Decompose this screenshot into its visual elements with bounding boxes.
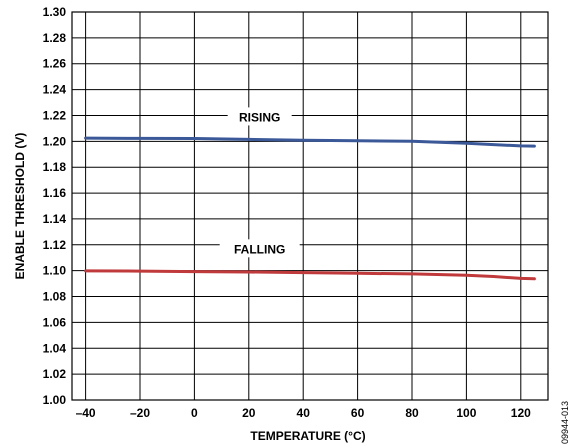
- y-tick-label: 1.10: [43, 264, 67, 278]
- series-lines: [84, 136, 536, 281]
- series-line-falling: [84, 269, 536, 281]
- x-axis-label: TEMPERATURE (°C): [250, 429, 365, 443]
- series-label-bg-falling: [219, 239, 300, 258]
- y-tick-label: 1.02: [43, 367, 67, 381]
- y-tick-label: 1.18: [43, 160, 67, 174]
- figure-id: 09944-013: [560, 401, 570, 444]
- x-tick-label: 20: [242, 406, 256, 420]
- y-tick-label: 1.12: [43, 238, 67, 252]
- x-tick-label: 40: [297, 406, 311, 420]
- x-tick-label: 120: [511, 406, 531, 420]
- y-tick-label: 1.06: [43, 315, 67, 329]
- series-label-rising: RISING: [239, 110, 280, 124]
- y-tick-labels: 1.00 1.02 1.04 1.06 1.08 1.10 1.12 1.14 1.16 1.18…: [43, 5, 67, 407]
- y-tick-label: 1.16: [43, 186, 67, 200]
- series-line-rising: [84, 136, 536, 148]
- x-tick-label: 0: [191, 406, 198, 420]
- x-tick-label: 60: [351, 406, 365, 420]
- y-tick-label: 1.04: [43, 341, 67, 355]
- plot-frame: [71, 11, 549, 401]
- x-tick-labels: –40 –20 0 20 40 60 80 100 120: [76, 406, 532, 420]
- y-tick-label: 1.14: [43, 212, 67, 226]
- y-tick-label: 1.00: [43, 393, 67, 407]
- y-tick-label: 1.24: [43, 83, 67, 97]
- y-tick-label: 1.22: [43, 108, 67, 122]
- series-labels: RISING FALLING: [219, 107, 300, 258]
- y-axis-label: ENABLE THRESHOLD (V): [13, 133, 27, 280]
- x-tick-label: –40: [76, 406, 96, 420]
- series-label-falling: FALLING: [234, 242, 285, 256]
- x-tick-label: 80: [405, 406, 419, 420]
- y-tick-label: 1.26: [43, 57, 67, 71]
- series-label-bg-rising: [227, 107, 292, 126]
- y-tick-label: 1.30: [43, 5, 67, 19]
- x-tick-label: –20: [130, 406, 150, 420]
- y-tick-label: 1.20: [43, 134, 67, 148]
- y-tick-label: 1.08: [43, 290, 67, 304]
- grid: [72, 11, 548, 401]
- x-tick-label: 100: [456, 406, 476, 420]
- y-tick-label: 1.28: [43, 31, 67, 45]
